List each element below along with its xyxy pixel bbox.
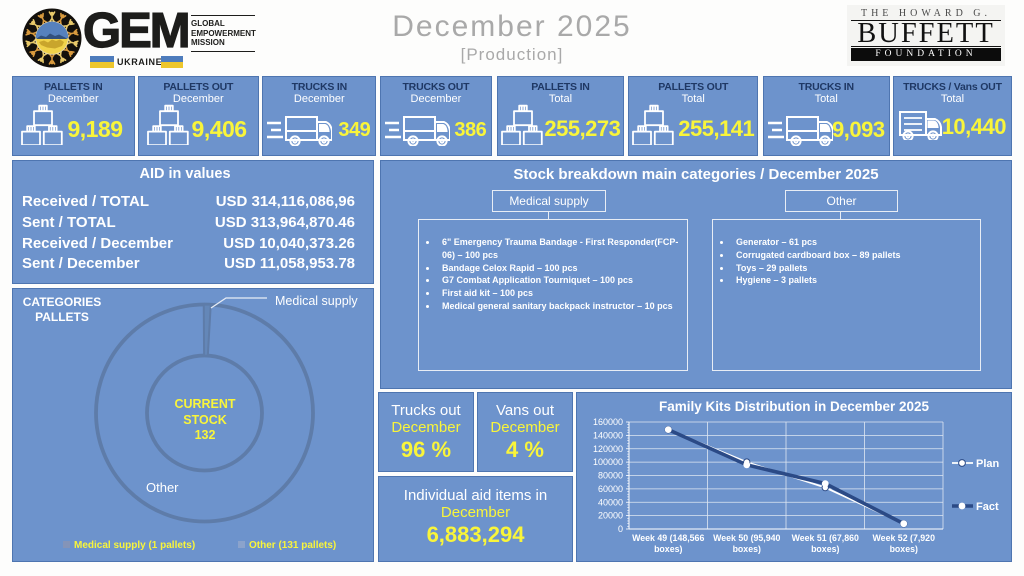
svg-text:140000: 140000 <box>593 430 623 440</box>
svg-text:Fact: Fact <box>976 501 999 513</box>
svg-text:boxes): boxes) <box>811 544 839 554</box>
svg-text:Plan: Plan <box>976 458 1000 470</box>
svg-text:100000: 100000 <box>593 457 623 467</box>
svg-text:160000: 160000 <box>593 417 623 427</box>
svg-text:Week 52 (7,920: Week 52 (7,920 <box>873 533 936 543</box>
svg-text:Week 49 (148,566: Week 49 (148,566 <box>632 533 704 543</box>
svg-text:60000: 60000 <box>598 484 623 494</box>
svg-text:0: 0 <box>618 524 623 534</box>
svg-text:40000: 40000 <box>598 497 623 507</box>
svg-text:80000: 80000 <box>598 471 623 481</box>
svg-text:boxes): boxes) <box>733 544 761 554</box>
svg-text:20000: 20000 <box>598 511 623 521</box>
svg-text:boxes): boxes) <box>890 544 918 554</box>
svg-text:Week 50 (95,940: Week 50 (95,940 <box>713 533 780 543</box>
svg-text:boxes): boxes) <box>654 544 682 554</box>
svg-text:Week 51 (67,860: Week 51 (67,860 <box>792 533 859 543</box>
svg-text:120000: 120000 <box>593 444 623 454</box>
